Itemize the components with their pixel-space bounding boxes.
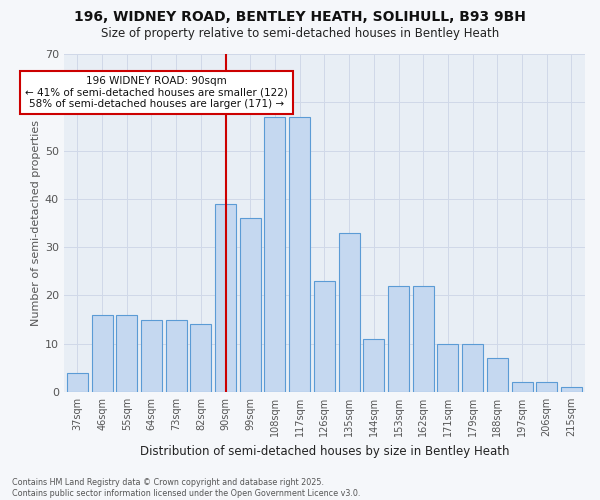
- Bar: [437, 344, 458, 392]
- Bar: [289, 117, 310, 392]
- Bar: [92, 314, 113, 392]
- Text: Size of property relative to semi-detached houses in Bentley Heath: Size of property relative to semi-detach…: [101, 28, 499, 40]
- Bar: [364, 339, 384, 392]
- Text: Contains HM Land Registry data © Crown copyright and database right 2025.
Contai: Contains HM Land Registry data © Crown c…: [12, 478, 361, 498]
- Bar: [190, 324, 211, 392]
- Bar: [512, 382, 533, 392]
- Bar: [265, 117, 286, 392]
- Bar: [338, 232, 359, 392]
- Bar: [166, 320, 187, 392]
- Bar: [536, 382, 557, 392]
- Bar: [388, 286, 409, 392]
- Bar: [487, 358, 508, 392]
- Y-axis label: Number of semi-detached properties: Number of semi-detached properties: [31, 120, 41, 326]
- Text: 196 WIDNEY ROAD: 90sqm
← 41% of semi-detached houses are smaller (122)
58% of se: 196 WIDNEY ROAD: 90sqm ← 41% of semi-det…: [25, 76, 288, 109]
- Bar: [462, 344, 483, 392]
- X-axis label: Distribution of semi-detached houses by size in Bentley Heath: Distribution of semi-detached houses by …: [140, 444, 509, 458]
- Bar: [141, 320, 162, 392]
- Text: 196, WIDNEY ROAD, BENTLEY HEATH, SOLIHULL, B93 9BH: 196, WIDNEY ROAD, BENTLEY HEATH, SOLIHUL…: [74, 10, 526, 24]
- Bar: [413, 286, 434, 392]
- Bar: [561, 387, 582, 392]
- Bar: [240, 218, 261, 392]
- Bar: [314, 281, 335, 392]
- Bar: [67, 372, 88, 392]
- Bar: [116, 314, 137, 392]
- Bar: [215, 204, 236, 392]
